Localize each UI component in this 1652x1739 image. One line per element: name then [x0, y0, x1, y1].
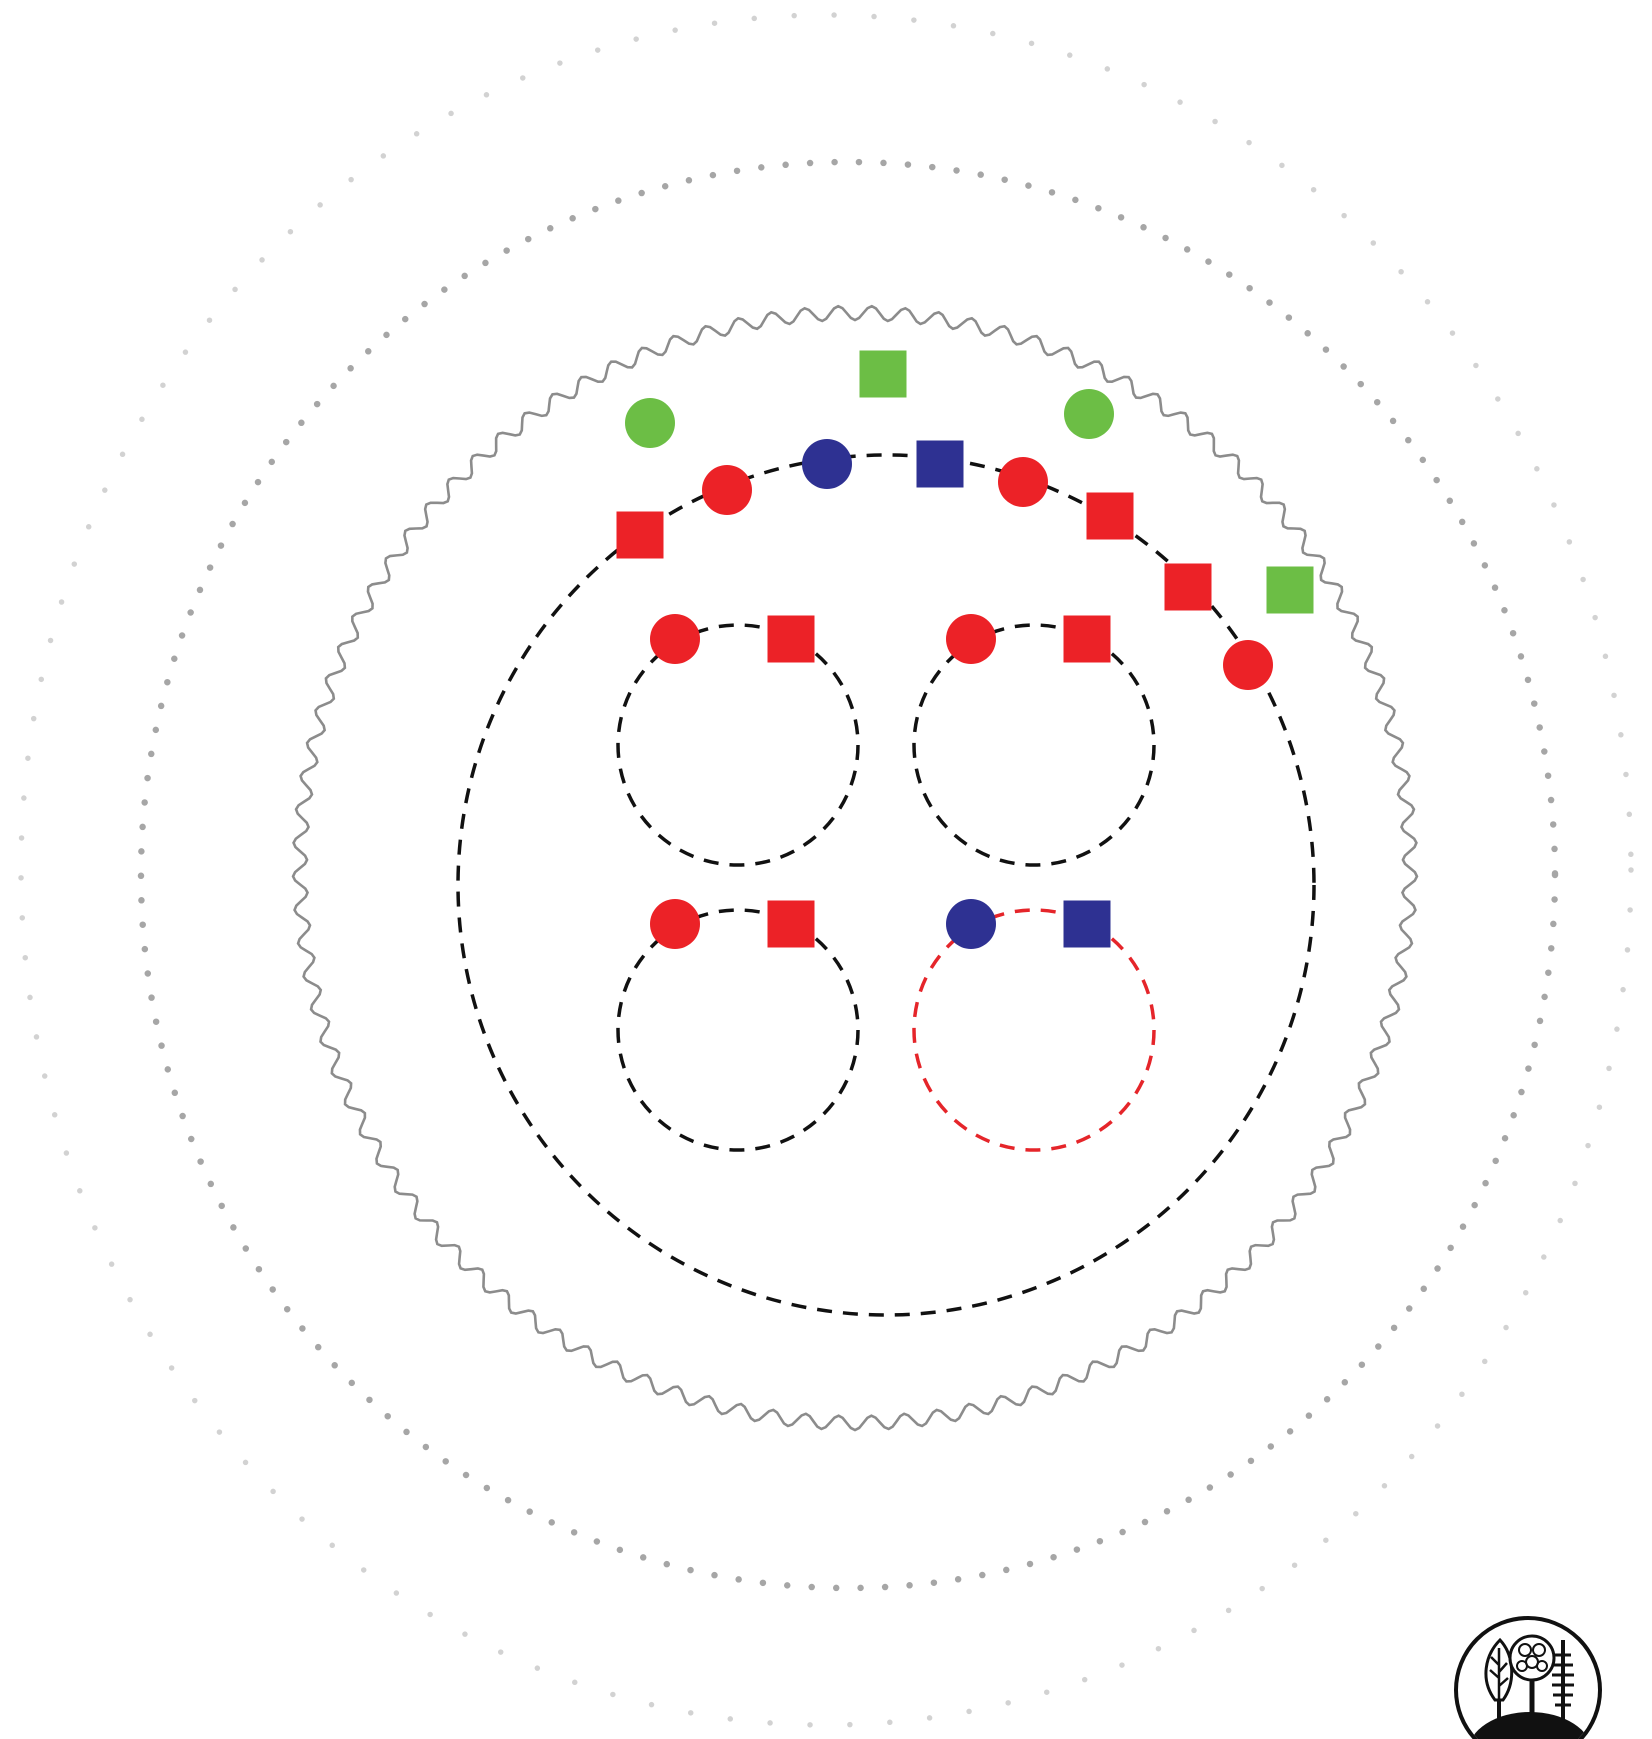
large-circle-red-circle-marker — [998, 457, 1048, 507]
sub-circle-top-left-red-square-marker — [767, 615, 815, 663]
large-circle-blue-square-marker — [916, 440, 964, 488]
middle-dotted-ring — [137, 158, 1559, 1592]
outside-green-circle-marker — [1064, 389, 1114, 439]
large-circle-blue-circle-marker — [802, 439, 852, 489]
sub-circle-top-right-red-square-marker — [1063, 615, 1111, 663]
rings-layer — [18, 12, 1634, 1728]
sub-circle-bottom-left — [616, 908, 860, 1152]
sub-circle-bottom-right — [912, 908, 1156, 1152]
outer-dotted-ring — [18, 12, 1634, 1728]
sub-circle-top-left-red-circle-marker — [650, 614, 700, 664]
sub-circle-bottom-right-blue-square-marker — [1063, 900, 1111, 948]
outside-green-square-marker — [859, 350, 907, 398]
markers-layer — [616, 350, 1314, 949]
large-circle-red-square-marker — [1086, 492, 1134, 540]
outside-green-circle-marker — [625, 398, 675, 448]
sub-circle-top-right — [912, 623, 1156, 867]
tree-logo — [1454, 1616, 1602, 1739]
large-circle-red-circle-marker — [702, 465, 752, 515]
sub-circle-top-right-red-circle-marker — [946, 614, 996, 664]
large-circle-red-square-marker — [616, 511, 664, 559]
wavy-boundary-ring — [291, 304, 1419, 1432]
outside-green-square-marker — [1266, 566, 1314, 614]
sub-circle-bottom-right-blue-circle-marker — [946, 899, 996, 949]
sub-circle-top-left — [616, 623, 860, 867]
hill-icon — [1468, 1712, 1592, 1739]
sub-circle-bottom-left-red-square-marker — [767, 900, 815, 948]
large-dashed-circle — [456, 453, 1316, 1317]
large-circle-red-square-marker — [1164, 563, 1212, 611]
large-circle-red-circle-marker — [1223, 640, 1273, 690]
sub-circle-bottom-left-red-circle-marker — [650, 899, 700, 949]
sub-circles-layer — [616, 623, 1156, 1152]
